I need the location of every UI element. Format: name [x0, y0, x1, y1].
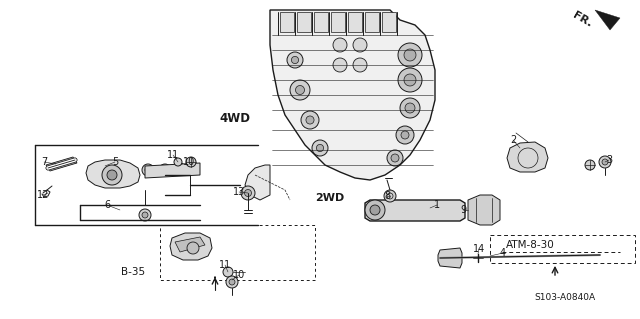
Circle shape: [316, 145, 324, 152]
Circle shape: [312, 140, 328, 156]
Circle shape: [585, 160, 595, 170]
Bar: [382, 12, 396, 32]
Circle shape: [229, 279, 235, 285]
Bar: [348, 12, 362, 32]
Circle shape: [244, 189, 252, 197]
Circle shape: [370, 205, 380, 215]
Circle shape: [398, 43, 422, 67]
Polygon shape: [468, 195, 500, 225]
Circle shape: [599, 156, 611, 168]
Bar: [331, 12, 345, 32]
Text: 8: 8: [384, 191, 390, 201]
Circle shape: [404, 74, 416, 86]
Bar: [490, 235, 635, 263]
Text: ATM-8-30: ATM-8-30: [506, 240, 554, 250]
Circle shape: [401, 131, 409, 139]
Text: 10: 10: [233, 270, 245, 280]
Circle shape: [226, 276, 238, 288]
Bar: [365, 12, 379, 32]
Circle shape: [142, 212, 148, 218]
Polygon shape: [365, 200, 465, 221]
Text: 10: 10: [183, 157, 195, 167]
Text: 3: 3: [606, 155, 612, 165]
Circle shape: [291, 56, 299, 63]
Text: 11: 11: [167, 150, 179, 160]
Circle shape: [398, 68, 422, 92]
Text: 6: 6: [104, 200, 110, 210]
Circle shape: [405, 103, 415, 113]
Circle shape: [384, 190, 396, 202]
Circle shape: [391, 154, 399, 162]
Circle shape: [223, 267, 233, 277]
Circle shape: [387, 150, 403, 166]
Text: 5: 5: [112, 157, 118, 167]
Polygon shape: [507, 142, 548, 172]
Circle shape: [306, 116, 314, 124]
Text: S103-A0840A: S103-A0840A: [534, 293, 596, 302]
Text: 4WD: 4WD: [220, 112, 250, 124]
Circle shape: [400, 98, 420, 118]
Circle shape: [187, 242, 199, 254]
Text: 14: 14: [473, 244, 485, 254]
Text: 11: 11: [219, 260, 231, 270]
Polygon shape: [86, 160, 140, 188]
Text: FR.: FR.: [571, 11, 593, 29]
Polygon shape: [438, 248, 462, 268]
Circle shape: [404, 49, 416, 61]
Circle shape: [333, 38, 347, 52]
Circle shape: [333, 58, 347, 72]
Polygon shape: [175, 237, 205, 252]
Text: 2: 2: [510, 135, 516, 145]
Text: 4: 4: [500, 248, 506, 258]
Bar: [314, 12, 328, 32]
Circle shape: [301, 111, 319, 129]
Text: 7: 7: [41, 157, 47, 167]
Text: 12: 12: [37, 190, 49, 200]
Polygon shape: [170, 233, 212, 260]
Bar: [280, 12, 294, 32]
Text: 13: 13: [233, 187, 245, 197]
Circle shape: [353, 58, 367, 72]
Circle shape: [139, 209, 151, 221]
Circle shape: [353, 38, 367, 52]
Circle shape: [287, 52, 303, 68]
Circle shape: [365, 200, 385, 220]
Circle shape: [102, 165, 122, 185]
Circle shape: [186, 157, 196, 167]
Text: 1: 1: [434, 200, 440, 210]
Circle shape: [290, 80, 310, 100]
Polygon shape: [46, 157, 77, 171]
Polygon shape: [145, 163, 200, 178]
Circle shape: [142, 164, 154, 176]
Circle shape: [241, 186, 255, 200]
Polygon shape: [270, 10, 435, 180]
Circle shape: [174, 158, 182, 166]
Circle shape: [396, 126, 414, 144]
Text: 9: 9: [460, 205, 466, 215]
Circle shape: [602, 159, 608, 165]
Polygon shape: [245, 165, 270, 200]
Text: B-35: B-35: [121, 267, 145, 277]
Bar: [160, 225, 315, 280]
Circle shape: [107, 170, 117, 180]
Bar: [297, 12, 311, 32]
Circle shape: [159, 164, 171, 176]
Polygon shape: [595, 10, 620, 30]
Circle shape: [296, 85, 305, 94]
Text: 2WD: 2WD: [316, 193, 344, 203]
Circle shape: [175, 163, 185, 173]
